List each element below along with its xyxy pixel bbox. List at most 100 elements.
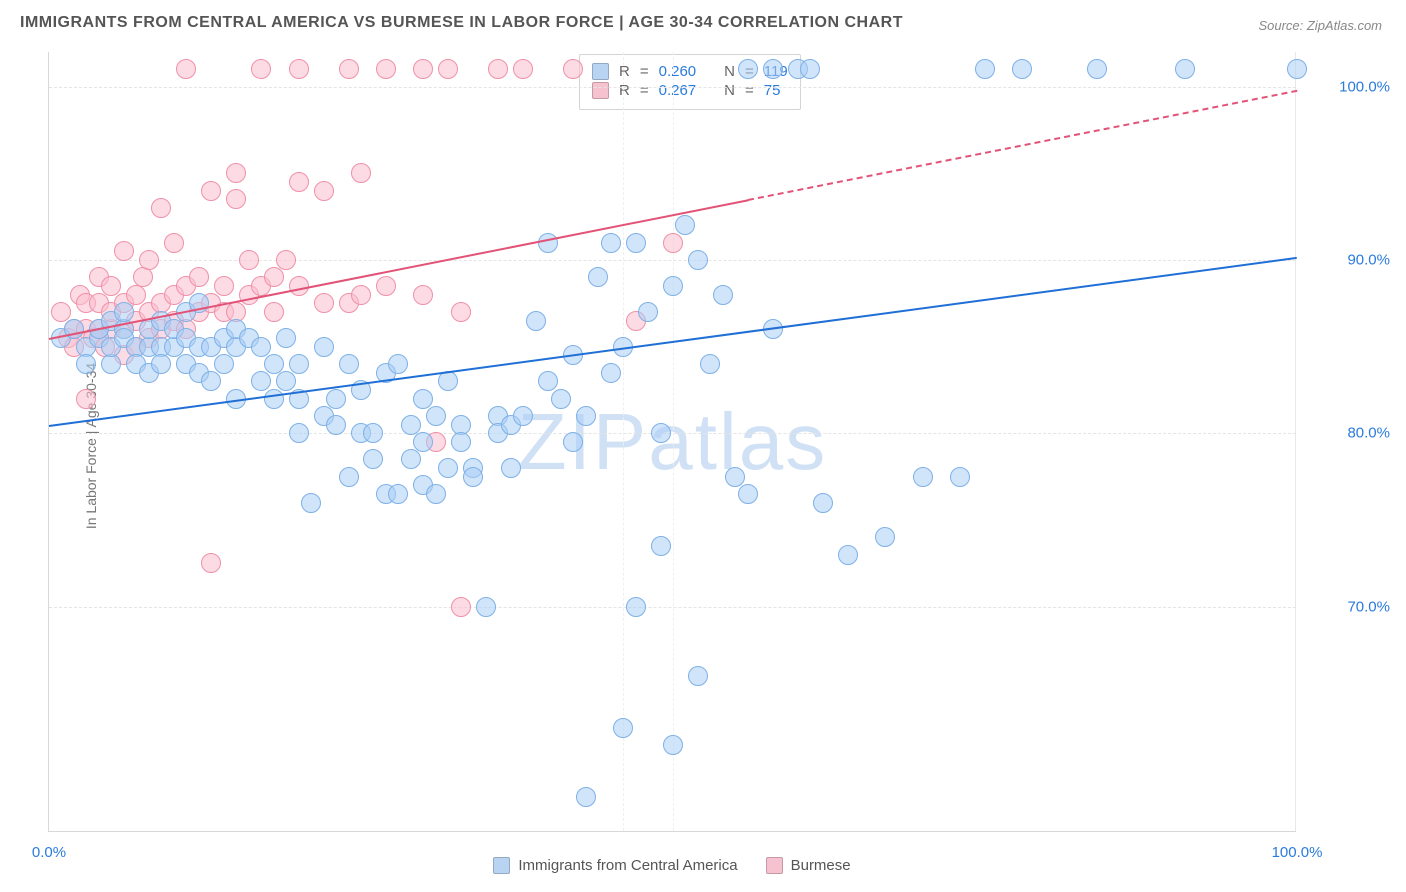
data-point: [725, 467, 745, 487]
data-point: [651, 536, 671, 556]
data-point: [476, 597, 496, 617]
data-point: [264, 354, 284, 374]
data-point: [151, 354, 171, 374]
r-value-a: 0.260: [659, 63, 697, 80]
data-point: [314, 293, 334, 313]
data-point: [438, 371, 458, 391]
data-point: [351, 285, 371, 305]
data-point: [133, 267, 153, 287]
legend-label-a: Immigrants from Central America: [518, 857, 737, 874]
data-point: [950, 467, 970, 487]
chart-title: IMMIGRANTS FROM CENTRAL AMERICA VS BURME…: [20, 14, 903, 32]
data-point: [576, 406, 596, 426]
data-point: [401, 449, 421, 469]
legend-item-b: Burmese: [766, 857, 851, 874]
data-point: [800, 59, 820, 79]
n-label: N: [724, 82, 735, 99]
data-point: [339, 467, 359, 487]
n-value-b: 75: [764, 82, 781, 99]
data-point: [651, 423, 671, 443]
data-point: [76, 354, 96, 374]
data-point: [426, 406, 446, 426]
data-point: [451, 302, 471, 322]
data-point: [413, 389, 433, 409]
data-point: [76, 389, 96, 409]
data-point: [738, 59, 758, 79]
data-point: [576, 787, 596, 807]
data-point: [251, 371, 271, 391]
data-point: [513, 406, 533, 426]
data-point: [326, 415, 346, 435]
data-point: [675, 215, 695, 235]
data-point: [413, 432, 433, 452]
r-label: R: [619, 82, 630, 99]
data-point: [1175, 59, 1195, 79]
data-point: [151, 198, 171, 218]
data-point: [601, 233, 621, 253]
data-point: [601, 363, 621, 383]
y-tick-label: 80.0%: [1306, 425, 1390, 442]
data-point: [551, 389, 571, 409]
r-label: R: [619, 63, 630, 80]
data-point: [838, 545, 858, 565]
data-point: [301, 493, 321, 513]
chart-source: Source: ZipAtlas.com: [1258, 18, 1382, 33]
data-point: [688, 250, 708, 270]
data-point: [251, 337, 271, 357]
data-point: [276, 328, 296, 348]
data-point: [626, 597, 646, 617]
data-point: [139, 250, 159, 270]
data-point: [264, 267, 284, 287]
data-point: [638, 302, 658, 322]
data-point: [264, 302, 284, 322]
data-point: [376, 276, 396, 296]
data-point: [226, 189, 246, 209]
data-point: [376, 59, 396, 79]
data-point: [289, 59, 309, 79]
equals-sign: =: [745, 82, 754, 99]
data-point: [51, 302, 71, 322]
data-point: [626, 233, 646, 253]
data-point: [101, 354, 121, 374]
data-point: [663, 233, 683, 253]
data-point: [363, 449, 383, 469]
data-point: [875, 527, 895, 547]
y-tick-label: 100.0%: [1306, 78, 1390, 95]
data-point: [526, 311, 546, 331]
swatch-b-icon: [592, 82, 609, 99]
legend-swatch-b-icon: [766, 857, 783, 874]
data-point: [339, 354, 359, 374]
data-point: [1012, 59, 1032, 79]
trend-line-dashed: [748, 90, 1297, 201]
data-point: [251, 59, 271, 79]
data-point: [501, 458, 521, 478]
data-point: [401, 415, 421, 435]
bottom-legend: Immigrants from Central America Burmese: [48, 857, 1296, 874]
data-point: [451, 432, 471, 452]
data-point: [813, 493, 833, 513]
data-point: [438, 59, 458, 79]
data-point: [588, 267, 608, 287]
data-point: [388, 484, 408, 504]
data-point: [538, 233, 558, 253]
data-point: [413, 59, 433, 79]
data-point: [451, 597, 471, 617]
legend-label-b: Burmese: [791, 857, 851, 874]
data-point: [214, 276, 234, 296]
data-point: [688, 666, 708, 686]
data-point: [264, 389, 284, 409]
data-point: [351, 163, 371, 183]
data-point: [114, 302, 134, 322]
data-point: [913, 467, 933, 487]
data-point: [339, 59, 359, 79]
data-point: [126, 285, 146, 305]
plot-right-border: [1295, 52, 1296, 831]
data-point: [276, 371, 296, 391]
gridline-x: [623, 52, 624, 831]
data-point: [189, 267, 209, 287]
data-point: [1287, 59, 1307, 79]
data-point: [763, 59, 783, 79]
legend-item-a: Immigrants from Central America: [493, 857, 737, 874]
data-point: [513, 59, 533, 79]
y-tick-label: 90.0%: [1306, 252, 1390, 269]
